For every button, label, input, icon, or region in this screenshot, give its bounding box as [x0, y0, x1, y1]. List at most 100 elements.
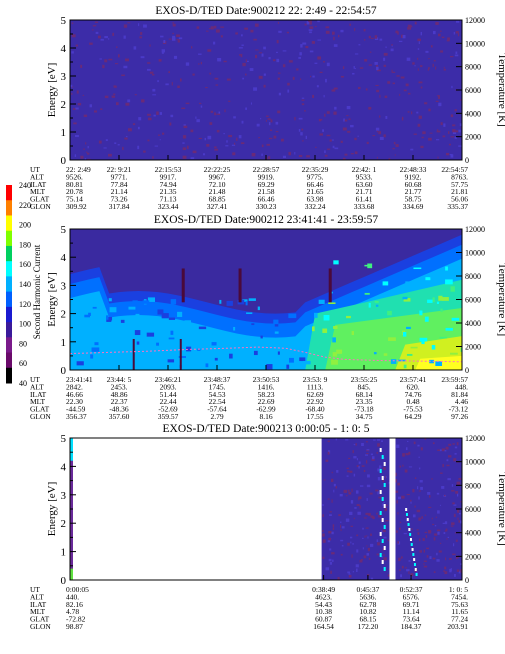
noise-speck	[231, 144, 236, 146]
noise-speck	[185, 102, 190, 105]
noise-speck	[241, 44, 244, 46]
noise-speck	[117, 54, 120, 58]
y-tick-label: 0	[61, 575, 67, 587]
noise-speck	[127, 128, 132, 132]
noise-speck	[240, 34, 243, 37]
noise-speck	[428, 530, 432, 534]
noise-speck	[340, 524, 342, 529]
noise-speck	[275, 121, 279, 125]
orbit-cell: 11.14	[403, 607, 420, 616]
streak	[383, 567, 386, 571]
orbit-cell: 64.29	[405, 412, 422, 421]
noise-speck	[312, 75, 315, 78]
orbit-cell: -62.99	[256, 405, 276, 414]
noise-speck	[408, 451, 411, 455]
noise-speck	[437, 449, 441, 451]
noise-speck	[372, 135, 376, 137]
noise-speck	[206, 144, 210, 147]
intensity-patch	[286, 364, 290, 369]
noise-speck	[218, 111, 221, 115]
intensity-patch	[345, 315, 351, 319]
noise-speck	[366, 141, 369, 145]
noise-speck	[261, 144, 264, 148]
noise-speck	[198, 53, 202, 55]
orbit-cell: 34.75	[356, 412, 373, 421]
noise-speck	[104, 36, 108, 39]
noise-speck	[111, 95, 116, 98]
orbit-cell: 23:44: 5	[107, 375, 132, 384]
orbit-cell: 23:55:25	[351, 375, 378, 384]
noise-speck	[370, 533, 372, 536]
noise-speck	[137, 145, 140, 150]
noise-speck	[367, 474, 370, 478]
y2-tick-label: 8000	[465, 63, 481, 72]
noise-speck	[355, 443, 357, 446]
noise-speck	[366, 484, 371, 488]
orbit-cell: 21.58	[258, 187, 275, 196]
noise-speck	[204, 137, 207, 141]
streak	[405, 513, 408, 516]
noise-speck	[299, 52, 302, 56]
noise-speck	[350, 153, 354, 155]
orbit-cell: 23:48:37	[204, 375, 231, 384]
streak	[383, 546, 386, 550]
noise-speck	[280, 138, 284, 142]
noise-speck	[426, 555, 429, 558]
noise-speck	[192, 73, 195, 76]
intensity-patch	[111, 320, 117, 325]
colorbar-segment	[6, 200, 12, 216]
noise-speck	[432, 523, 435, 526]
noise-speck	[367, 547, 370, 552]
noise-speck	[177, 85, 180, 89]
orbit-cell: 63.60	[356, 180, 373, 189]
noise-speck	[395, 144, 399, 147]
noise-speck	[353, 473, 356, 477]
noise-speck	[429, 495, 431, 498]
noise-speck	[87, 145, 89, 149]
intensity-patch	[450, 286, 455, 292]
noise-speck	[333, 483, 336, 487]
noise-speck	[354, 137, 357, 141]
colorbar: 40 60 80 100 120 140 160 180 200 220 240 Second Har…	[6, 181, 42, 388]
noise-speck	[317, 20, 320, 23]
noise-speck	[276, 51, 278, 54]
y-axis-label: Energy [eV]	[46, 63, 58, 117]
noise-speck	[277, 110, 281, 114]
noise-speck	[432, 30, 436, 35]
noise-speck	[374, 35, 378, 39]
noise-speck	[452, 502, 455, 505]
noise-speck	[153, 114, 156, 117]
noise-speck	[441, 36, 445, 39]
noise-speck	[333, 111, 337, 115]
noise-speck	[123, 24, 128, 28]
noise-speck	[383, 536, 387, 539]
noise-speck	[210, 110, 214, 113]
noise-speck	[325, 30, 330, 34]
orbit-cell: 22.44	[160, 397, 177, 406]
noise-speck	[287, 82, 290, 86]
noise-speck	[423, 549, 425, 553]
noise-speck	[93, 110, 97, 113]
noise-speck	[355, 564, 359, 568]
orbit-cell: 9771.	[111, 172, 128, 181]
noise-speck	[443, 66, 445, 69]
noise-speck	[379, 136, 384, 141]
noise-speck	[71, 51, 74, 54]
orbit-row-label: ILAT	[30, 600, 47, 609]
noise-speck	[223, 132, 225, 135]
noise-speck	[455, 557, 458, 560]
noise-speck	[328, 530, 332, 534]
noise-speck	[345, 495, 348, 497]
noise-speck	[437, 129, 439, 133]
noise-speck	[436, 130, 441, 133]
noise-speck	[356, 534, 359, 537]
noise-speck	[413, 133, 417, 135]
colorbar-label: Second Harmonic Current	[32, 244, 42, 339]
noise-speck	[200, 105, 203, 108]
noise-speck	[438, 550, 442, 553]
intensity-patch	[170, 330, 174, 335]
noise-speck	[435, 66, 437, 70]
noise-speck	[323, 60, 325, 63]
intensity-patch	[109, 307, 117, 313]
noise-speck	[376, 66, 379, 71]
